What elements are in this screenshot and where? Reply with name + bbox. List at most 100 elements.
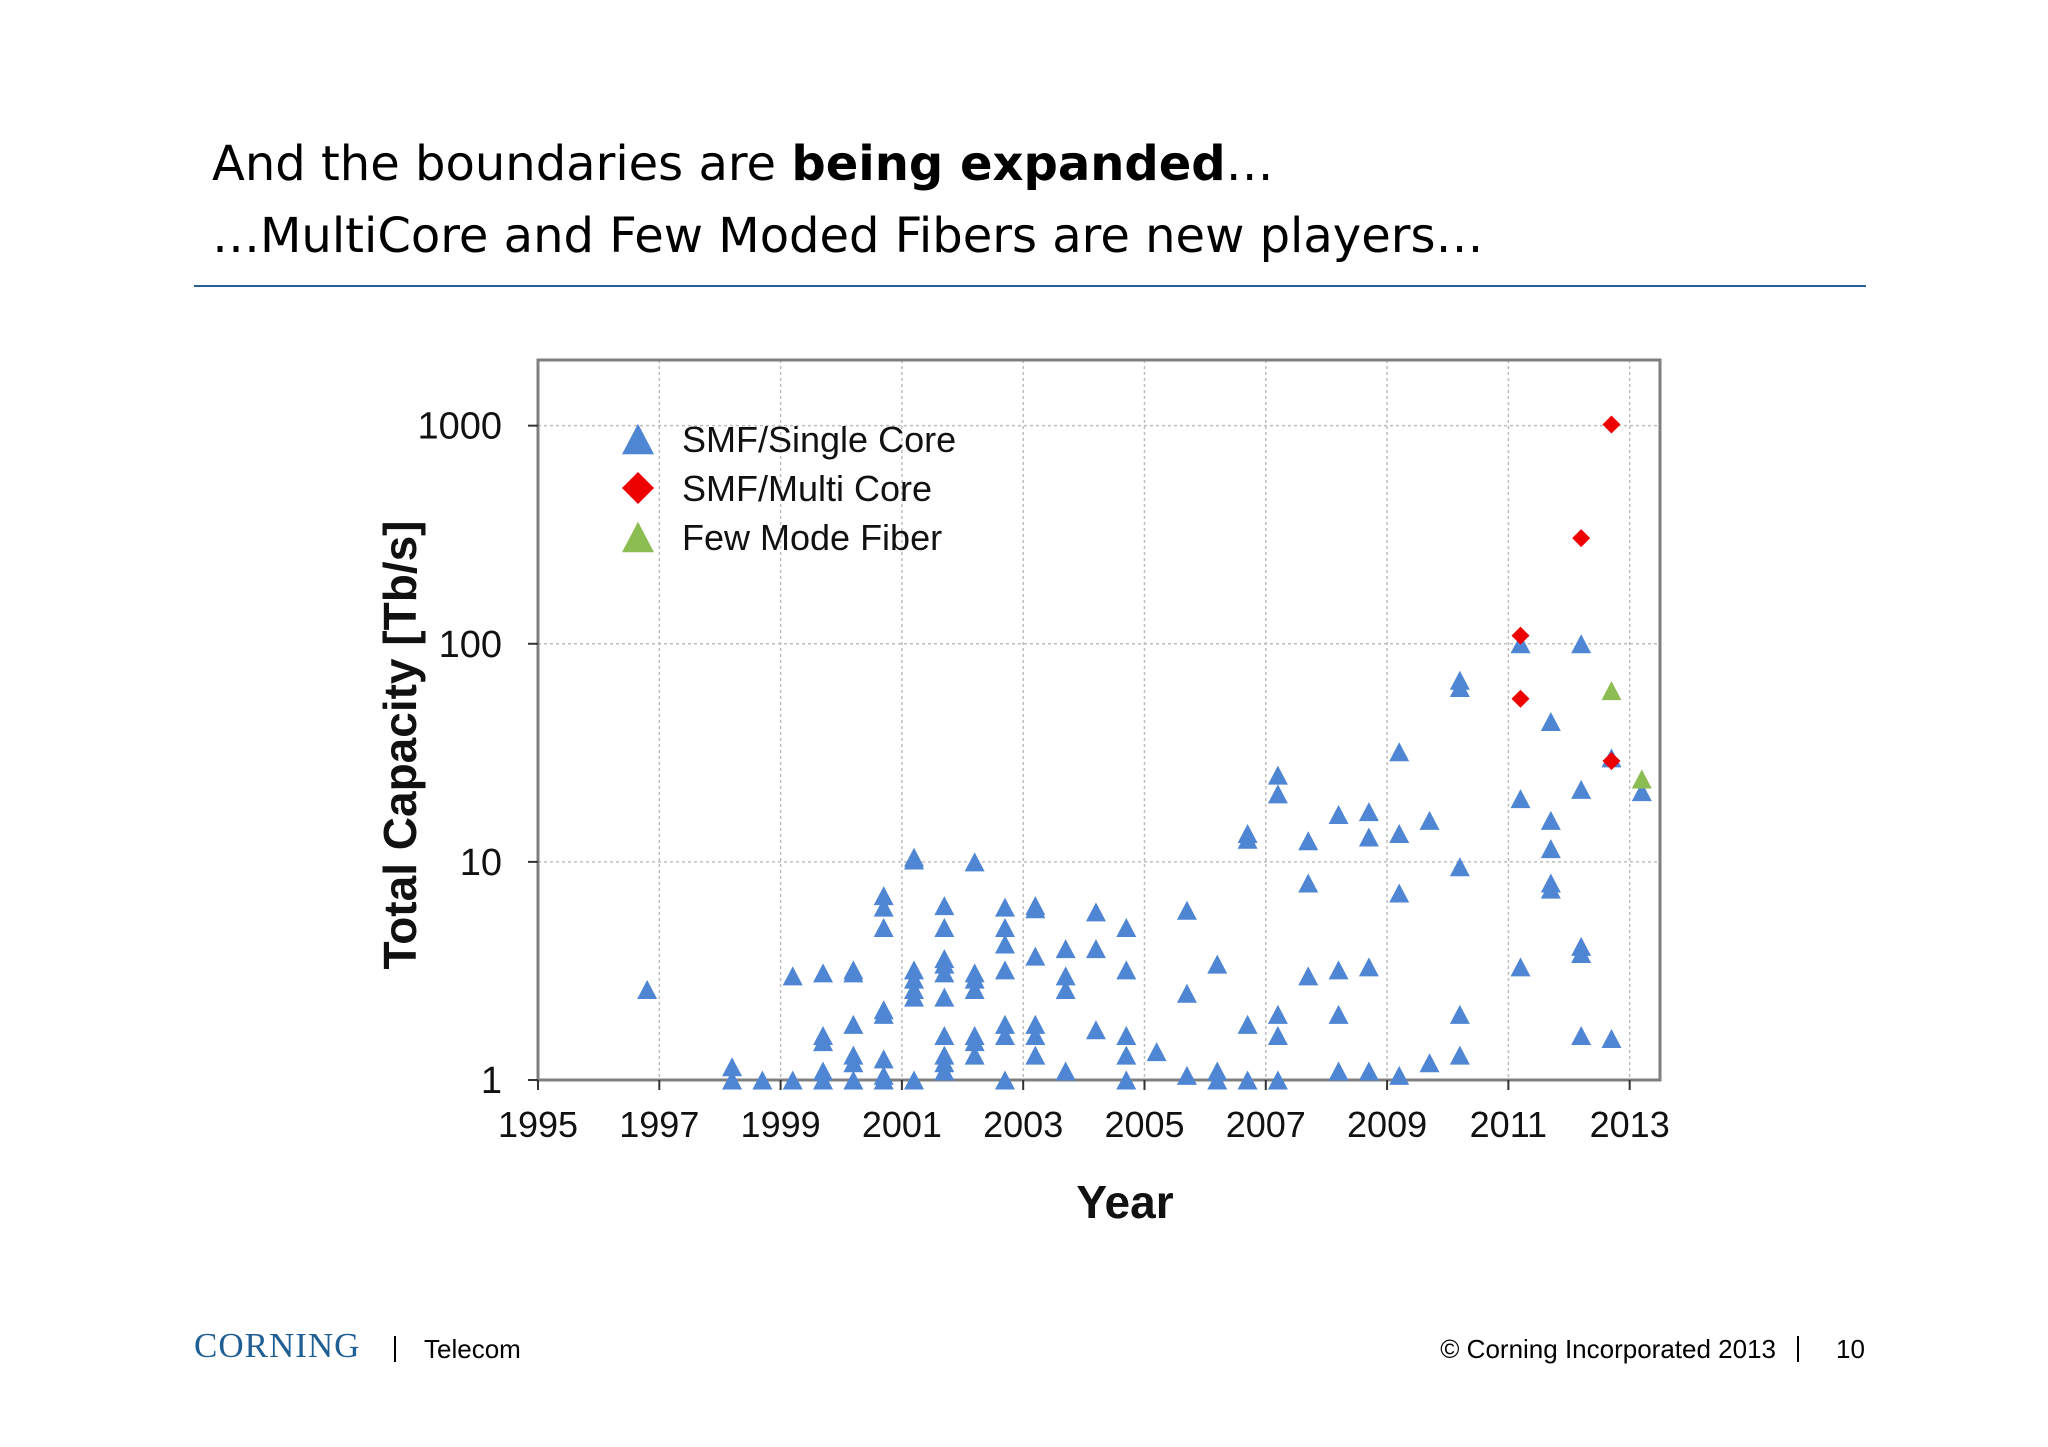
point-smf-single-core-117: [1540, 839, 1561, 859]
point-smf-single-core-96: [1328, 1061, 1349, 1081]
point-smf-single-core-101: [1389, 742, 1410, 762]
point-smf-single-core-69: [1116, 918, 1137, 938]
point-few-mode-fiber-0: [1601, 681, 1622, 701]
y-tick-label-1: 1: [481, 1060, 502, 1102]
point-smf-single-core-113: [1510, 789, 1531, 809]
x-tick-label-2005: 2005: [1104, 1104, 1184, 1145]
x-tick-label-2001: 2001: [862, 1104, 942, 1145]
point-smf-single-core-53: [994, 1014, 1015, 1034]
point-smf-single-core-16: [843, 1070, 864, 1090]
data-points: [637, 415, 1652, 1090]
footer-separator-right: [1797, 1336, 1799, 1362]
point-smf-single-core-50: [994, 918, 1015, 938]
point-smf-single-core-38: [934, 1025, 955, 1045]
point-smf-multi-core-3: [1602, 415, 1621, 434]
point-smf-single-core-84: [1237, 1070, 1258, 1090]
point-smf-single-core-32: [934, 896, 955, 916]
point-smf-single-core-89: [1267, 1070, 1288, 1090]
point-smf-single-core-26: [904, 850, 925, 870]
point-smf-single-core-64: [1055, 979, 1076, 999]
point-smf-single-core-110: [1449, 1004, 1470, 1024]
point-smf-single-core-55: [994, 1070, 1015, 1090]
legend-marker-few-mode-fiber: [622, 521, 654, 553]
point-smf-single-core-12: [843, 963, 864, 983]
point-smf-single-core-74: [1146, 1042, 1167, 1062]
x-tick-label-1995: 1995: [498, 1104, 578, 1145]
point-smf-single-core-97: [1358, 802, 1379, 822]
point-smf-single-core-114: [1510, 957, 1531, 977]
point-smf-single-core-0: [637, 979, 658, 999]
title-line1-prefix: And the boundaries are: [212, 136, 792, 192]
point-smf-single-core-85: [1267, 765, 1288, 785]
legend-marker-smf-multi-core: [622, 472, 654, 504]
point-smf-single-core-45: [964, 979, 985, 999]
point-smf-single-core-87: [1267, 1004, 1288, 1024]
y-tick-label-1000: 1000: [417, 406, 502, 448]
x-tick-label-2003: 2003: [983, 1104, 1063, 1145]
point-smf-single-core-102: [1389, 823, 1410, 843]
point-smf-single-core-3: [752, 1070, 773, 1090]
point-smf-single-core-17: [873, 886, 894, 906]
point-smf-single-core-13: [843, 1014, 864, 1034]
point-smf-single-core-47: [964, 1032, 985, 1052]
point-smf-single-core-127: [1631, 782, 1652, 802]
point-smf-single-core-42: [964, 852, 985, 872]
point-smf-single-core-6: [813, 963, 834, 983]
legend-label-smf-single-core: SMF/Single Core: [682, 419, 956, 460]
point-smf-single-core-106: [1419, 1053, 1440, 1073]
point-smf-single-core-18: [873, 897, 894, 917]
title-line1-bold: being expanded: [791, 136, 1226, 192]
axis-ticks: 1995 1997 1999 2001 2003 2005 2007 2009 2011 2013…: [417, 406, 1669, 1145]
point-smf-single-core-92: [1298, 966, 1319, 986]
point-smf-single-core-8: [813, 1032, 834, 1052]
footer-copyright: © Corning Incorporated 2013: [1440, 1334, 1776, 1364]
point-smf-single-core-100: [1358, 1061, 1379, 1081]
point-smf-single-core-52: [994, 960, 1015, 980]
point-smf-single-core-44: [964, 969, 985, 989]
legend-label-few-mode-fiber: Few Mode Fiber: [682, 517, 942, 558]
point-smf-single-core-19: [873, 918, 894, 938]
point-smf-single-core-88: [1267, 1025, 1288, 1045]
x-tick-label-2009: 2009: [1347, 1104, 1427, 1145]
legend: SMF/Single Core SMF/Multi Core Few Mode …: [622, 419, 956, 558]
point-smf-single-core-86: [1267, 784, 1288, 804]
point-smf-multi-core-2: [1572, 529, 1591, 548]
point-smf-single-core-33: [934, 918, 955, 938]
legend-label-smf-multi-core: SMF/Multi Core: [682, 468, 932, 509]
point-smf-single-core-63: [1055, 966, 1076, 986]
x-tick-label-2013: 2013: [1590, 1104, 1670, 1145]
point-smf-single-core-41: [934, 1061, 955, 1081]
footer-unit-label: Telecom: [424, 1334, 521, 1364]
y-axis-label: Total Capacity [Tb/s]: [374, 521, 426, 970]
x-tick-label-1999: 1999: [741, 1104, 821, 1145]
footer-separator: [394, 1336, 396, 1362]
point-smf-single-core-22: [873, 1049, 894, 1069]
x-axis-label: Year: [1076, 1176, 1173, 1228]
legend-marker-smf-single-core: [622, 423, 654, 455]
point-smf-single-core-5: [782, 1070, 803, 1090]
point-smf-single-core-83: [1237, 1014, 1258, 1034]
point-smf-single-core-121: [1571, 779, 1592, 799]
point-smf-single-core-70: [1116, 960, 1137, 980]
point-smf-single-core-2: [722, 1070, 743, 1090]
point-smf-single-core-124: [1571, 1025, 1592, 1045]
point-smf-single-core-30: [904, 987, 925, 1007]
title-divider: [194, 285, 1866, 287]
point-smf-single-core-94: [1328, 960, 1349, 980]
point-smf-single-core-59: [1025, 1014, 1046, 1034]
point-smf-single-core-91: [1298, 873, 1319, 893]
point-smf-single-core-104: [1389, 1065, 1410, 1085]
x-tick-label-1997: 1997: [619, 1104, 699, 1145]
point-smf-single-core-73: [1116, 1070, 1137, 1090]
slide-title-line2: …MultiCore and Few Moded Fibers are new …: [212, 208, 1484, 264]
point-smf-single-core-10: [813, 1070, 834, 1090]
point-smf-single-core-119: [1540, 879, 1561, 899]
point-smf-single-core-65: [1055, 1061, 1076, 1081]
slide-title: And the boundaries are being expanded… ……: [212, 128, 1483, 272]
point-smf-single-core-76: [1176, 983, 1197, 1003]
point-smf-single-core-36: [934, 963, 955, 983]
plot-frame: [536, 358, 1662, 1082]
x-tick-label-2011: 2011: [1470, 1104, 1547, 1145]
point-smf-single-core-61: [1025, 1045, 1046, 1065]
